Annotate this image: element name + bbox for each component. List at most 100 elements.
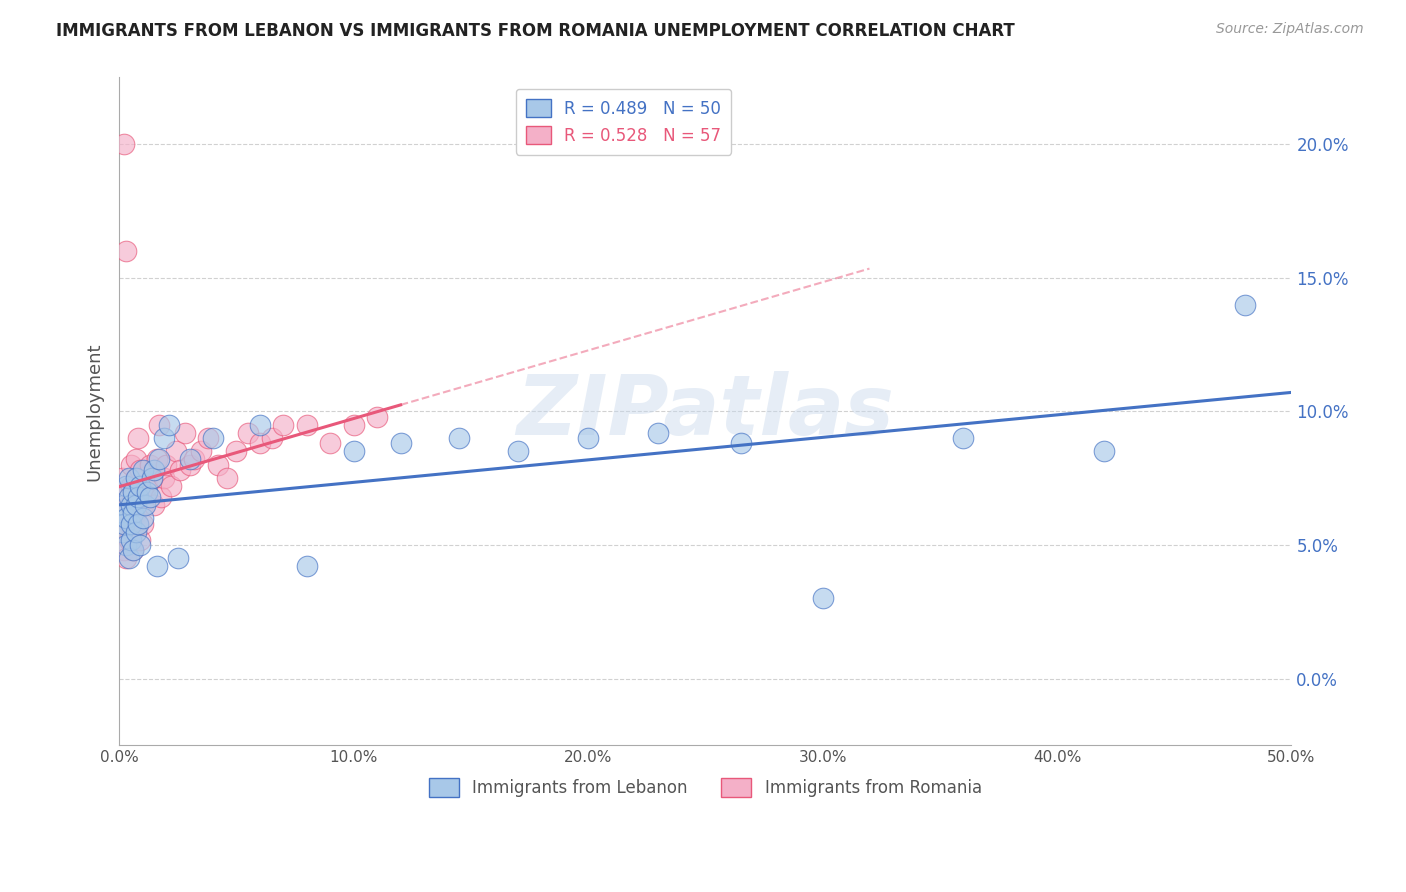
Text: Source: ZipAtlas.com: Source: ZipAtlas.com [1216, 22, 1364, 37]
Point [179, 458, 201, 472]
Point [125, 524, 148, 539]
Point [139, 458, 162, 472]
Point [273, 417, 295, 432]
Point [811, 591, 834, 606]
Point [217, 471, 239, 485]
Point [174, 425, 197, 440]
Point [110, 506, 132, 520]
Point [115, 511, 138, 525]
Point [122, 490, 145, 504]
Point [449, 431, 471, 445]
Point [366, 409, 388, 424]
Point [647, 425, 669, 440]
Point [112, 137, 135, 152]
Point [118, 490, 141, 504]
Point [129, 533, 152, 547]
Point [132, 511, 155, 525]
Point [249, 436, 271, 450]
Point [120, 516, 142, 531]
Point [207, 458, 229, 472]
Point [389, 436, 412, 450]
Point [343, 444, 366, 458]
Point [157, 417, 180, 432]
Point [155, 458, 177, 472]
Point [165, 444, 187, 458]
Point [120, 498, 142, 512]
Point [146, 559, 169, 574]
Point [249, 417, 271, 432]
Point [125, 471, 148, 485]
Point [136, 479, 159, 493]
Point [120, 479, 142, 493]
Point [506, 444, 529, 458]
Point [118, 516, 141, 531]
Text: ZIPatlas: ZIPatlas [516, 371, 894, 452]
Point [110, 506, 132, 520]
Point [238, 425, 260, 440]
Point [110, 490, 132, 504]
Point [179, 452, 201, 467]
Point [129, 538, 152, 552]
Point [148, 452, 170, 467]
Point [295, 559, 318, 574]
Point [141, 471, 163, 485]
Point [167, 551, 190, 566]
Point [1092, 444, 1115, 458]
Point [183, 452, 205, 467]
Point [132, 463, 155, 477]
Point [115, 551, 138, 566]
Point [125, 506, 148, 520]
Point [110, 471, 132, 485]
Point [1233, 297, 1256, 311]
Point [125, 452, 148, 467]
Point [190, 444, 212, 458]
Point [118, 498, 141, 512]
Point [127, 516, 149, 531]
Point [153, 431, 176, 445]
Point [112, 516, 135, 531]
Point [141, 471, 163, 485]
Y-axis label: Unemployment: Unemployment [86, 343, 103, 481]
Point [153, 471, 176, 485]
Point [146, 452, 169, 467]
Point [115, 484, 138, 499]
Point [127, 490, 149, 504]
Point [129, 463, 152, 477]
Point [134, 490, 156, 504]
Point [197, 431, 219, 445]
Point [132, 498, 155, 512]
Point [730, 436, 752, 450]
Point [148, 417, 170, 432]
Point [134, 498, 156, 512]
Point [122, 484, 145, 499]
Point [110, 524, 132, 539]
Point [260, 431, 283, 445]
Point [120, 511, 142, 525]
Point [129, 479, 152, 493]
Point [112, 543, 135, 558]
Point [120, 533, 142, 547]
Point [110, 524, 132, 539]
Point [115, 244, 138, 258]
Point [127, 516, 149, 531]
Point [150, 490, 173, 504]
Point [225, 444, 247, 458]
Point [125, 498, 148, 512]
Point [115, 538, 138, 552]
Point [202, 431, 225, 445]
Point [122, 543, 145, 558]
Point [136, 484, 159, 499]
Point [169, 463, 191, 477]
Text: IMMIGRANTS FROM LEBANON VS IMMIGRANTS FROM ROMANIA UNEMPLOYMENT CORRELATION CHAR: IMMIGRANTS FROM LEBANON VS IMMIGRANTS FR… [56, 22, 1015, 40]
Point [122, 524, 145, 539]
Point [118, 533, 141, 547]
Legend: Immigrants from Lebanon, Immigrants from Romania: Immigrants from Lebanon, Immigrants from… [422, 772, 988, 804]
Point [118, 471, 141, 485]
Point [143, 498, 166, 512]
Point [139, 490, 162, 504]
Point [160, 479, 183, 493]
Point [122, 506, 145, 520]
Point [112, 516, 135, 531]
Point [127, 431, 149, 445]
Point [319, 436, 342, 450]
